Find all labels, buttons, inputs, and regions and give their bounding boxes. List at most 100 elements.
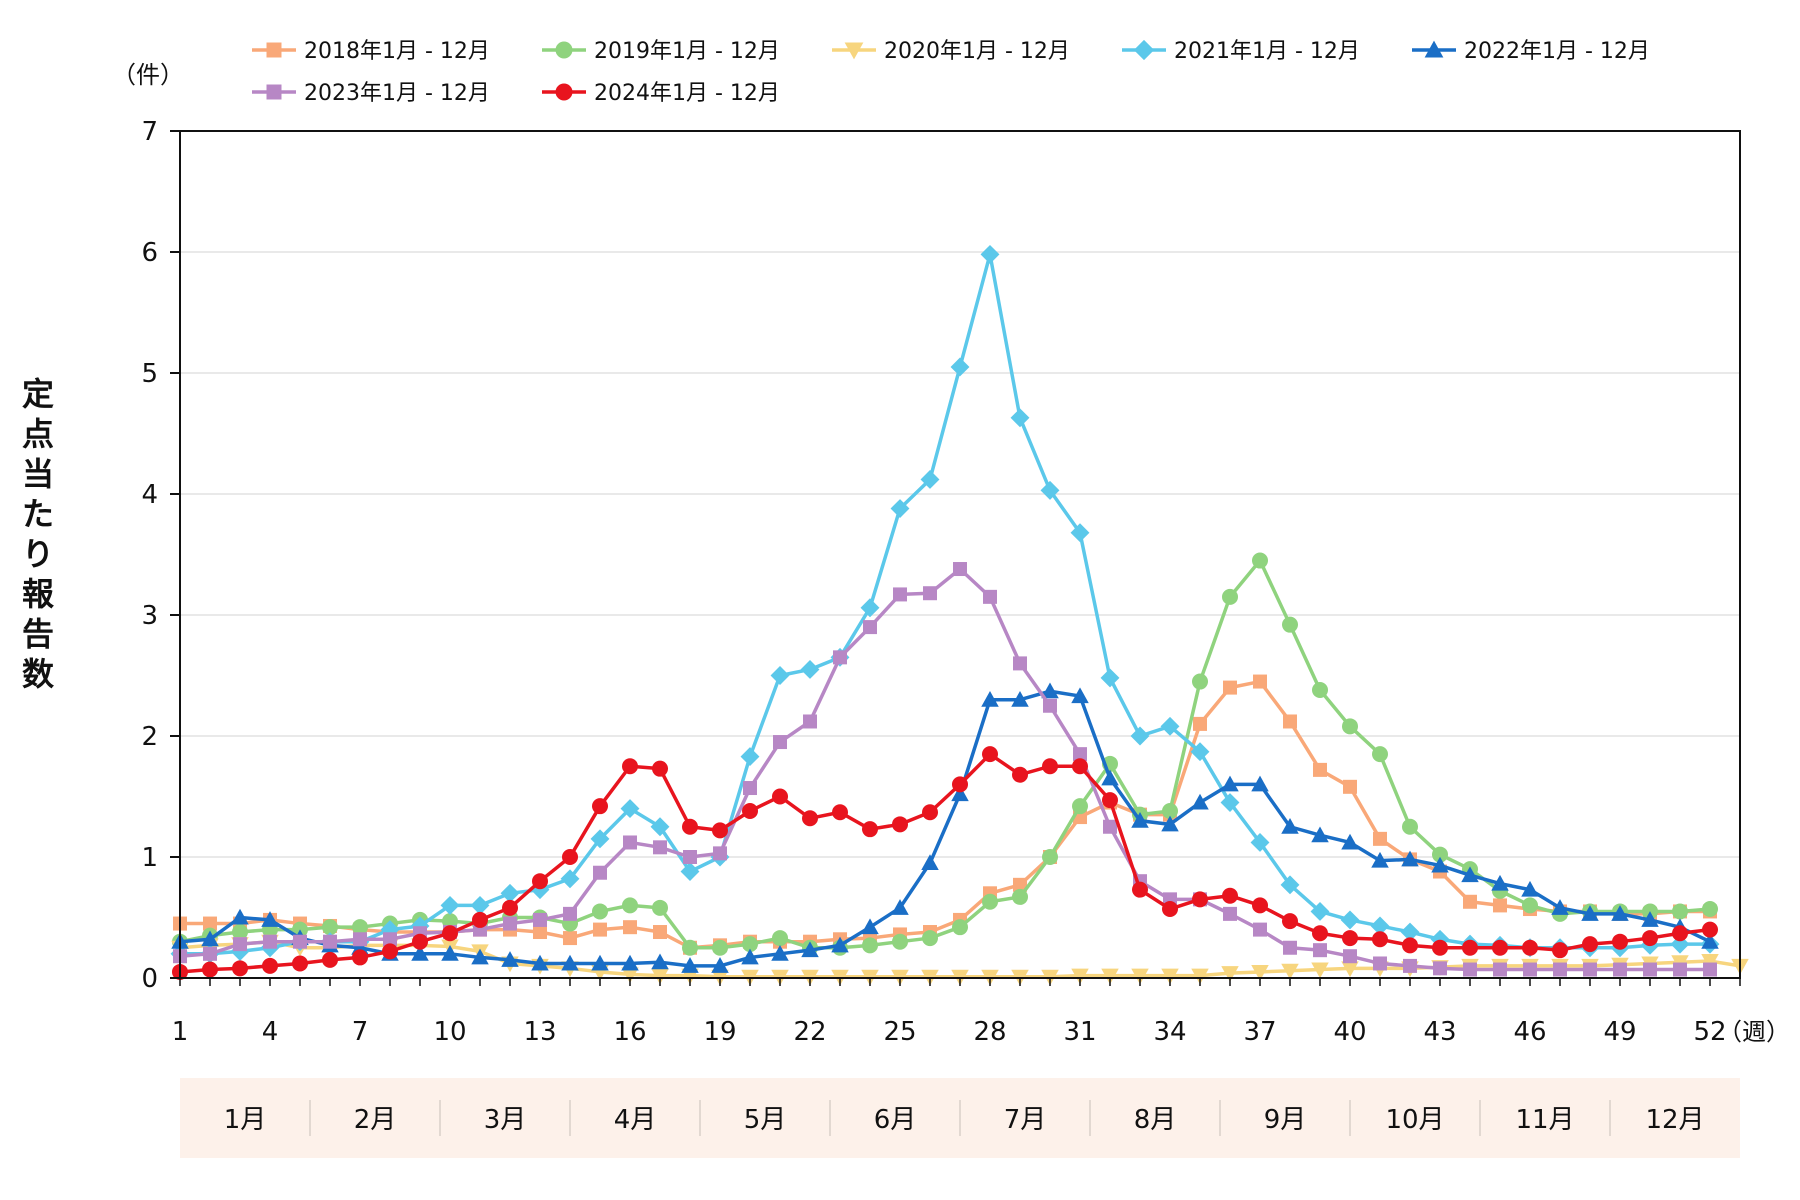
legend-item: 2018年1月 - 12月 — [252, 39, 490, 64]
point-triangle — [1251, 775, 1269, 792]
month-label: 12月 — [1645, 1105, 1704, 1135]
point-triangle-down — [1131, 968, 1149, 985]
point-circle — [712, 939, 728, 956]
y-tick-label: 0 — [141, 964, 158, 994]
point-triangle — [1161, 815, 1179, 832]
point-square — [1013, 656, 1027, 671]
legend-label: 2024年1月 - 12月 — [594, 81, 780, 106]
point-circle — [1612, 933, 1628, 950]
month-label: 5月 — [744, 1105, 787, 1135]
point-triangle — [1431, 856, 1449, 873]
series-line — [180, 679, 1710, 950]
gridlines — [180, 130, 1740, 858]
point-diamond — [1133, 39, 1155, 61]
point-triangle — [651, 953, 669, 970]
point-square — [1373, 831, 1387, 846]
point-square — [1643, 962, 1657, 977]
y-label-char: 定 — [22, 375, 54, 413]
series-7 — [172, 746, 1718, 980]
point-circle — [652, 899, 668, 916]
point-square — [1523, 962, 1537, 977]
point-triangle — [1191, 793, 1209, 810]
point-circle — [1702, 901, 1718, 918]
point-circle — [555, 83, 573, 101]
point-square — [533, 925, 547, 940]
point-circle — [382, 943, 398, 960]
point-square — [623, 920, 637, 935]
point-diamond — [1220, 793, 1240, 812]
point-square — [353, 932, 367, 947]
point-triangle-down — [621, 967, 639, 984]
point-circle — [682, 818, 698, 835]
point-circle — [1192, 673, 1208, 690]
point-circle — [1372, 746, 1388, 763]
point-diamond — [560, 869, 580, 889]
point-circle — [1402, 937, 1418, 954]
point-circle — [1522, 939, 1538, 956]
point-circle — [922, 930, 938, 947]
point-square — [1493, 898, 1507, 913]
series-layer — [170, 244, 1749, 986]
point-triangle — [261, 911, 279, 927]
point-triangle — [1311, 826, 1329, 843]
point-square — [1313, 943, 1327, 958]
y-tick-label: 4 — [141, 480, 158, 510]
point-circle — [742, 803, 758, 820]
point-diamond — [590, 829, 610, 849]
point-triangle — [891, 899, 909, 915]
point-triangle-down — [1071, 968, 1089, 985]
point-diamond — [950, 357, 970, 377]
point-triangle — [1581, 905, 1599, 921]
point-square — [1043, 698, 1057, 713]
point-circle — [1282, 913, 1298, 930]
x-tick-label: 13 — [523, 1017, 556, 1047]
point-triangle — [831, 936, 849, 953]
point-triangle — [1041, 682, 1059, 699]
y-label-char: り — [22, 535, 54, 573]
point-triangle — [1401, 850, 1419, 867]
x-tick-label: 16 — [613, 1017, 646, 1047]
point-circle — [442, 925, 458, 942]
point-triangle — [1101, 769, 1119, 786]
x-tick-label: 1 — [172, 1017, 189, 1047]
y-tick-label: 2 — [141, 722, 158, 752]
month-label: 11月 — [1515, 1105, 1574, 1135]
y-tick-label: 5 — [141, 359, 158, 389]
point-circle — [772, 930, 788, 947]
point-circle — [1672, 925, 1688, 942]
point-circle — [772, 788, 788, 805]
point-triangle — [1371, 851, 1389, 868]
month-label: 10月 — [1385, 1105, 1444, 1135]
x-tick-label: 22 — [793, 1017, 826, 1047]
point-triangle — [621, 954, 639, 971]
legend-item: 2023年1月 - 12月 — [252, 81, 490, 106]
point-triangle — [1551, 899, 1569, 915]
x-unit-label: （週） — [1718, 1018, 1790, 1046]
point-triangle-down — [1161, 968, 1179, 985]
point-square — [593, 865, 607, 880]
y-tick-label: 1 — [141, 843, 158, 873]
point-triangle — [1341, 833, 1359, 850]
y-label-char: 報 — [22, 575, 54, 613]
point-diamond — [1310, 902, 1330, 921]
point-diamond — [1370, 916, 1390, 936]
point-square — [1103, 819, 1117, 834]
point-circle — [1282, 616, 1298, 633]
point-circle — [1702, 921, 1718, 938]
point-circle — [1342, 718, 1358, 735]
point-circle — [1222, 588, 1238, 605]
point-square — [1673, 962, 1687, 977]
point-diamond — [1070, 523, 1090, 543]
point-circle — [1552, 942, 1568, 959]
point-circle — [952, 776, 968, 793]
point-square — [293, 934, 307, 949]
point-triangle — [471, 948, 489, 965]
point-circle — [982, 746, 998, 763]
point-circle — [1162, 901, 1178, 918]
legend-item: 2019年1月 - 12月 — [542, 39, 780, 64]
point-diamond — [1160, 716, 1180, 736]
y-axis-label: 定点当たり報告数 — [22, 375, 55, 693]
point-square — [1373, 956, 1387, 971]
point-diamond — [890, 499, 910, 518]
